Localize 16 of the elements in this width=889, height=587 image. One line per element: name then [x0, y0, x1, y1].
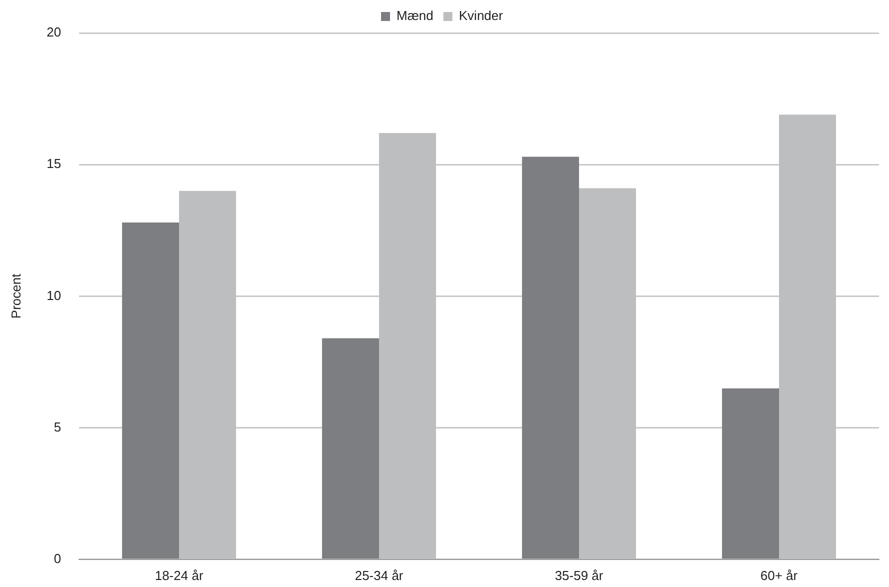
bar — [122, 222, 180, 559]
legend-label: Mænd — [396, 8, 434, 24]
y-axis-title: Procent — [8, 273, 24, 319]
x-tick-label: 35-59 år — [554, 568, 604, 583]
y-tick-label: 20 — [46, 24, 62, 40]
y-tick-label: 10 — [46, 288, 62, 303]
x-tick-label: 18-24 år — [154, 568, 204, 583]
y-tick-label: 0 — [54, 550, 62, 566]
x-tick-label: 60+ år — [760, 568, 798, 583]
y-tick-label: 5 — [54, 419, 62, 434]
bar — [522, 156, 580, 559]
bar — [722, 388, 780, 559]
bar — [322, 338, 380, 559]
x-tick-label: 25-34 år — [354, 568, 404, 583]
legend-label: Kvinder — [458, 8, 504, 24]
y-tick-label: 15 — [46, 156, 62, 172]
